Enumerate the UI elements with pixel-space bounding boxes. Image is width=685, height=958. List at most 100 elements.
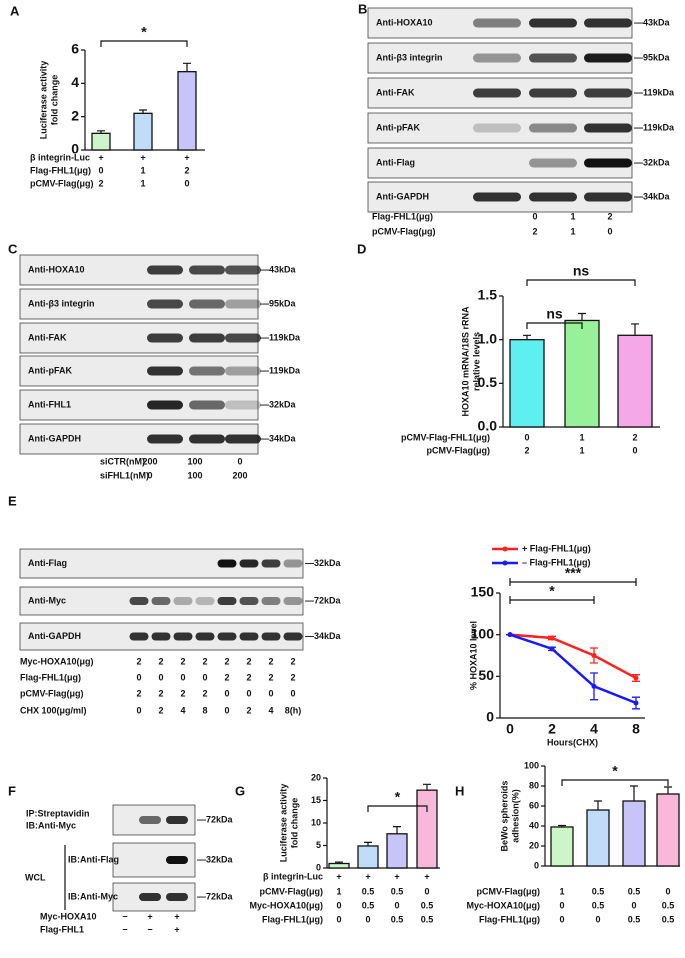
condition-cell: 0.5	[662, 900, 675, 910]
condition-cell: 0	[136, 705, 141, 715]
band	[239, 632, 259, 641]
blot-label: IP:Streptavidin	[26, 808, 90, 818]
y-tick-label: 50	[478, 667, 494, 683]
condition-cell: −	[122, 924, 127, 934]
error-bar	[664, 786, 672, 794]
band	[473, 88, 521, 98]
condition-cell: 2	[607, 211, 612, 221]
point	[549, 635, 555, 641]
band	[225, 400, 261, 410]
condition-cell: 2	[180, 656, 185, 666]
error-bar	[523, 334, 531, 340]
condition-cell: 0	[336, 914, 341, 924]
y-tick-label: 40	[529, 820, 539, 830]
condition-cell: 1	[579, 432, 584, 442]
condition-cell: 0.5	[592, 886, 605, 896]
band	[473, 18, 521, 28]
condition-cell: 2	[268, 656, 273, 666]
band	[147, 333, 183, 343]
band	[529, 88, 577, 98]
blot-label: IB:Anti-Flag	[68, 854, 119, 864]
condition-cell: +	[140, 152, 145, 162]
y-tick-label: 0.5	[478, 374, 498, 390]
condition-cell: 2	[224, 656, 229, 666]
band	[217, 597, 237, 605]
point	[633, 675, 639, 681]
condition-cell: +	[394, 871, 399, 881]
group-label: WCL	[25, 872, 46, 882]
kda-label: —43kDa	[634, 17, 671, 27]
condition-cell: 0	[246, 688, 251, 698]
band	[166, 816, 188, 824]
band	[283, 559, 303, 568]
condition-cell: 2	[532, 226, 537, 236]
condition-cell: 0.5	[662, 914, 675, 924]
band	[584, 18, 632, 28]
blot-label: IB:Anti-Myc	[26, 820, 76, 830]
condition-cell: 0	[290, 688, 295, 698]
condition-cell: 0	[394, 900, 399, 910]
condition-cell: 4	[180, 705, 185, 715]
series-line	[509, 633, 637, 680]
x-tick-label: 4	[590, 721, 598, 737]
band	[261, 632, 281, 641]
error-bar	[594, 800, 602, 810]
band	[139, 893, 161, 901]
condition-cell: 0	[665, 886, 670, 896]
panel-letter: B	[358, 1, 367, 16]
band	[129, 597, 149, 605]
significance-label: ***	[565, 565, 582, 581]
error-bar	[558, 824, 566, 827]
condition-label: pCMV-Flag(μg)	[477, 886, 541, 896]
kda-label: —95kDa	[260, 298, 297, 308]
condition-cell: −	[122, 911, 127, 921]
band	[473, 53, 521, 63]
condition-cell: 0	[158, 672, 163, 682]
condition-cell: −	[147, 924, 152, 934]
blot-label: IB:Anti-Myc	[68, 891, 118, 901]
error-bar	[364, 841, 372, 846]
band	[225, 434, 261, 444]
kda-label: —72kDa	[305, 595, 342, 605]
condition-cell: 0.5	[362, 886, 375, 896]
condition-cell: 0	[224, 688, 229, 698]
blot-label: Anti-Flag	[376, 157, 415, 167]
kda-label: —34kDa	[305, 631, 342, 641]
error-bar	[393, 826, 401, 834]
kda-label: —72kDa	[197, 814, 234, 824]
band	[217, 559, 237, 568]
y-tick-label: 5	[316, 840, 321, 850]
condition-cell: 0	[595, 914, 600, 924]
condition-cell: 0	[532, 211, 537, 221]
y-tick-label: 100	[524, 760, 539, 770]
condition-cell: 2	[158, 705, 163, 715]
blot-label: Anti-GAPDH	[376, 191, 429, 201]
condition-cell: 0	[98, 165, 103, 175]
band	[147, 299, 183, 309]
band	[139, 816, 161, 824]
condition-cell: 2	[158, 656, 163, 666]
point	[549, 646, 555, 652]
condition-label: Flag-FHL1(μg)	[479, 914, 540, 924]
y-axis-label: fold change	[289, 798, 299, 849]
bar	[564, 319, 600, 428]
point	[591, 683, 597, 689]
significance-bracket	[367, 805, 428, 812]
point	[507, 632, 513, 638]
y-axis-label: fold change	[49, 75, 59, 126]
band	[189, 366, 225, 376]
condition-label: Flag-FHL1(μg)	[262, 914, 323, 924]
kda-label: —119kDa	[260, 332, 301, 342]
condition-cell: 8	[202, 705, 207, 715]
y-tick-label: 1.5	[478, 287, 498, 303]
error-bar	[578, 312, 586, 321]
y-tick-label: 150	[471, 584, 495, 600]
y-axis-label: HOXA10 mRNA/18S rRNA	[460, 306, 470, 417]
condition-label: Flag-FHL1(μg)	[372, 211, 433, 221]
condition-cell: 0	[184, 178, 189, 188]
band	[283, 632, 303, 641]
band	[166, 893, 188, 901]
band	[225, 333, 261, 343]
condition-cell: 1	[140, 165, 145, 175]
